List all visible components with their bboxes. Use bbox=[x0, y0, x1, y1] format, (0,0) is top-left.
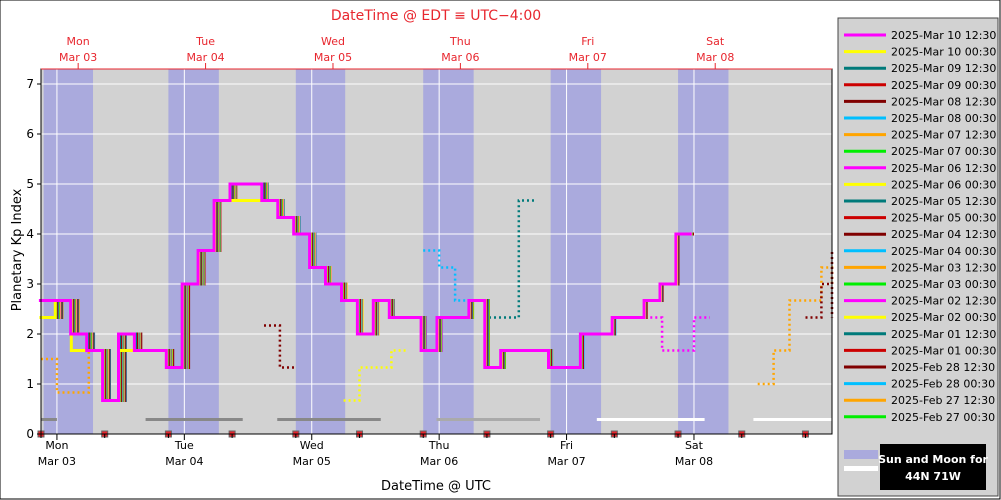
legend-label: 2025-Mar 08 00:30 bbox=[891, 112, 996, 125]
legend-label: 2025-Mar 04 00:30 bbox=[891, 245, 996, 258]
x-tick-date: Mar 08 bbox=[675, 455, 713, 468]
y-tick-label: 6 bbox=[26, 127, 34, 141]
x-tick-day: Wed bbox=[300, 439, 324, 452]
legend-label: 2025-Mar 06 00:30 bbox=[891, 178, 996, 191]
sun-moon-bar bbox=[145, 418, 243, 421]
x-axis-label: DateTime @ UTC bbox=[381, 479, 491, 494]
sun-moon-bar bbox=[753, 418, 832, 421]
legend-label: 2025-Mar 07 12:30 bbox=[891, 129, 996, 142]
y-tick-label: 5 bbox=[26, 177, 34, 191]
y-tick-label: 3 bbox=[26, 277, 34, 291]
x-top-tick-day: Tue bbox=[195, 35, 215, 48]
legend-label: 2025-Mar 09 00:30 bbox=[891, 79, 996, 92]
sun-moon-bar bbox=[41, 418, 57, 421]
sun-moon-box bbox=[880, 444, 986, 490]
legend: 2025-Mar 10 12:30 2025-Mar 10 00:30 2025-M… bbox=[837, 17, 999, 497]
legend-label: 2025-Mar 05 00:30 bbox=[891, 212, 996, 225]
sun-moon-line-2: 44N 71W bbox=[905, 470, 961, 483]
y-axis: 0 1 2 3 4 5 6 7 bbox=[26, 77, 41, 441]
night-band bbox=[550, 69, 602, 434]
night-band bbox=[43, 69, 94, 434]
x-tick-date: Mar 07 bbox=[547, 455, 585, 468]
y-tick-label: 7 bbox=[26, 77, 34, 91]
y-tick-label: 2 bbox=[26, 327, 34, 341]
x-top-tick-date: Mar 08 bbox=[696, 51, 734, 64]
series-lines bbox=[38, 182, 694, 402]
x-top-tick-day: Thu bbox=[449, 35, 471, 48]
x-top-tick-date: Mar 05 bbox=[314, 51, 352, 64]
x-top-tick-date: Mar 03 bbox=[59, 51, 97, 64]
x-tick-day: Thu bbox=[428, 439, 450, 452]
night-band bbox=[423, 69, 474, 434]
y-axis-label: Planetary Kp Index bbox=[10, 188, 25, 311]
legend-night-swatch bbox=[844, 450, 878, 459]
forecast-line bbox=[41, 349, 105, 394]
legend-label: 2025-Mar 03 12:30 bbox=[891, 261, 996, 274]
sun-moon-line-1: Sun and Moon for bbox=[878, 453, 988, 466]
y-tick-label: 0 bbox=[26, 427, 34, 441]
legend-label: 2025-Feb 27 12:30 bbox=[891, 394, 995, 407]
legend-label: 2025-Mar 01 00:30 bbox=[891, 344, 996, 357]
sun-moon-bar bbox=[436, 418, 541, 421]
legend-label: 2025-Mar 04 12:30 bbox=[891, 228, 996, 241]
legend-label: 2025-Mar 01 12:30 bbox=[891, 328, 996, 341]
x-top-tick-day: Mon bbox=[67, 35, 90, 48]
legend-label: 2025-Mar 10 12:30 bbox=[891, 29, 996, 42]
x-tick-day: Tue bbox=[174, 439, 194, 452]
night-band bbox=[678, 69, 729, 434]
legend-label: 2025-Feb 28 00:30 bbox=[891, 378, 995, 391]
x-tick-day: Mon bbox=[45, 439, 68, 452]
x-tick-date: Mar 03 bbox=[38, 455, 76, 468]
x-top-tick-day: Wed bbox=[321, 35, 345, 48]
forecast-line bbox=[343, 349, 408, 402]
sun-moon-bar bbox=[277, 418, 381, 421]
x-top-tick-day: Sat bbox=[706, 35, 725, 48]
x-top-tick-date: Mar 07 bbox=[569, 51, 607, 64]
x-top-tick-date: Mar 04 bbox=[186, 51, 224, 64]
x-tick-day: Fri bbox=[560, 439, 573, 452]
legend-label: 2025-Mar 05 12:30 bbox=[891, 195, 996, 208]
legend-label: 2025-Mar 02 00:30 bbox=[891, 311, 996, 324]
x-axis-bottom: Mon Mar 03 Tue Mar 04 Wed Mar 05 Thu Mar 06 Fri M… bbox=[38, 434, 806, 468]
legend-label: 2025-Mar 03 00:30 bbox=[891, 278, 996, 291]
legend-moon-swatch bbox=[844, 466, 878, 471]
legend-label: 2025-Feb 28 12:30 bbox=[891, 361, 995, 374]
legend-label: 2025-Mar 06 12:30 bbox=[891, 162, 996, 175]
x-top-tick-day: Fri bbox=[581, 35, 594, 48]
forecast-line bbox=[423, 249, 487, 302]
legend-label: 2025-Mar 09 12:30 bbox=[891, 62, 996, 75]
x-tick-date: Mar 05 bbox=[293, 455, 331, 468]
sun-moon-bars bbox=[41, 418, 832, 421]
legend-label: 2025-Mar 07 00:30 bbox=[891, 145, 996, 158]
x-tick-date: Mar 04 bbox=[165, 455, 203, 468]
y-tick-label: 4 bbox=[26, 227, 34, 241]
legend-label: 2025-Feb 27 00:30 bbox=[891, 411, 995, 424]
x-tick-day: Sat bbox=[685, 439, 704, 452]
y-tick-label: 1 bbox=[26, 377, 34, 391]
legend-label: 2025-Mar 10 00:30 bbox=[891, 46, 996, 59]
forecast-line bbox=[757, 266, 834, 386]
legend-label: 2025-Mar 08 12:30 bbox=[891, 95, 996, 108]
plot-area bbox=[37, 68, 834, 438]
x-top-tick-date: Mar 06 bbox=[441, 51, 479, 64]
series-line bbox=[38, 182, 692, 402]
night-bands bbox=[43, 69, 729, 434]
sun-moon-bar bbox=[596, 418, 705, 421]
chart-title: DateTime @ EDT ≡ UTC−4:00 bbox=[331, 8, 541, 24]
x-axis-top: Mon Mar 03 Tue Mar 04 Wed Mar 05 Thu Mar 06 Fri M… bbox=[59, 35, 734, 69]
legend-label: 2025-Mar 02 12:30 bbox=[891, 295, 996, 308]
forecast-line bbox=[264, 324, 296, 369]
x-tick-date: Mar 06 bbox=[420, 455, 458, 468]
night-band bbox=[295, 69, 346, 434]
legend-items: 2025-Mar 10 12:30 2025-Mar 10 00:30 2025-M… bbox=[844, 29, 996, 424]
